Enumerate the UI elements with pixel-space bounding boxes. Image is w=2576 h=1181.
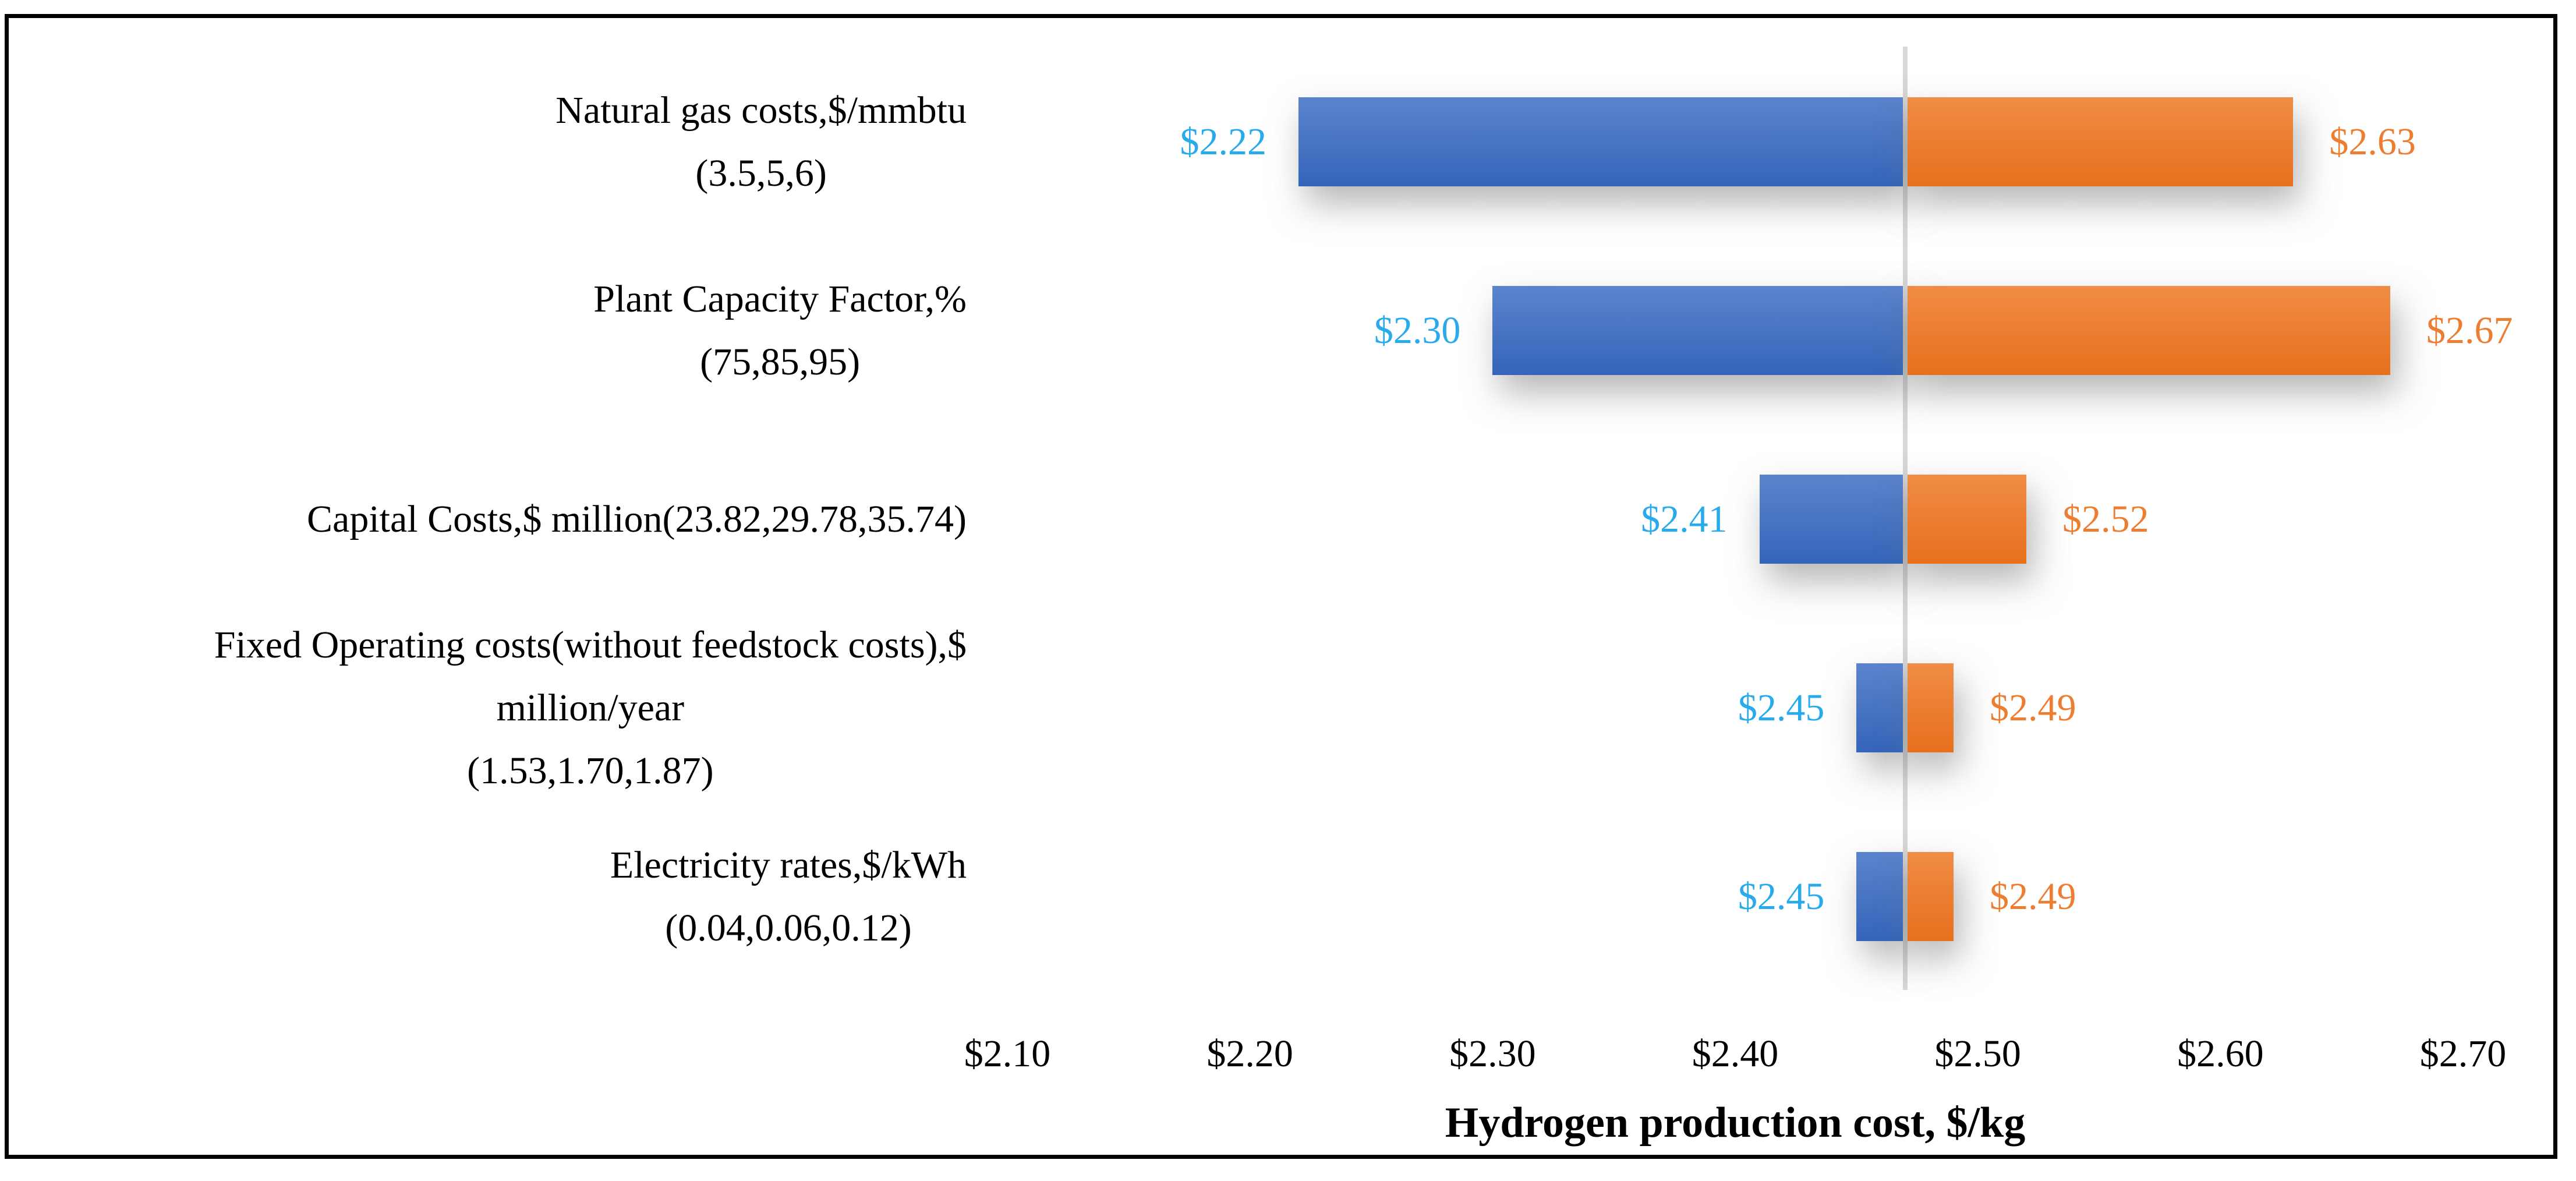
bar-low-3 xyxy=(1856,663,1903,752)
category-label-3: Fixed Operating costs(without feedstock … xyxy=(214,614,967,802)
category-label-4: Electricity rates,$/kWh (0.04,0.06,0.12) xyxy=(610,834,967,960)
x-tick-$2.20: $2.20 xyxy=(1206,1033,1293,1075)
bar-low-2 xyxy=(1759,475,1903,564)
bar-high-1 xyxy=(1907,286,2390,375)
category-label-line: Capital Costs,$ million(23.82,29.78,35.7… xyxy=(307,497,967,540)
bar-low-4 xyxy=(1856,852,1903,941)
x-tick-$2.40: $2.40 xyxy=(1692,1033,1779,1075)
category-label-0: Natural gas costs,$/mmbtu (3.5,5,6) xyxy=(555,79,967,205)
category-label-line: (3.5,5,6) xyxy=(695,151,827,195)
value-label-high-4: $2.49 xyxy=(1990,875,2076,918)
bar-high-2 xyxy=(1907,475,2026,564)
value-label-high-2: $2.52 xyxy=(2062,497,2149,540)
bar-low-0 xyxy=(1298,97,1903,186)
bar-high-3 xyxy=(1907,663,1954,752)
x-tick-$2.70: $2.70 xyxy=(2419,1033,2507,1075)
category-label-line: (75,85,95) xyxy=(700,340,861,383)
value-label-low-3: $2.45 xyxy=(1738,686,1825,729)
bar-high-0 xyxy=(1907,97,2294,186)
value-label-high-1: $2.67 xyxy=(2426,309,2513,352)
category-label-1: Plant Capacity Factor,% (75,85,95) xyxy=(593,268,967,394)
value-label-low-0: $2.22 xyxy=(1180,120,1267,163)
value-label-low-1: $2.30 xyxy=(1374,309,1461,352)
category-label-line: million/year xyxy=(496,686,685,729)
value-label-low-4: $2.45 xyxy=(1738,875,1825,918)
value-label-high-3: $2.49 xyxy=(1990,686,2076,729)
bar-high-4 xyxy=(1907,852,1954,941)
category-label-line: (0.04,0.06,0.12) xyxy=(665,906,912,949)
x-axis-title: Hydrogen production cost, $/kg xyxy=(1445,1099,2026,1147)
category-label-2: Capital Costs,$ million(23.82,29.78,35.7… xyxy=(307,488,967,551)
baseline-gridline xyxy=(1902,47,1908,990)
category-label-line: Plant Capacity Factor,% xyxy=(593,277,967,320)
category-label-line: Natural gas costs,$/mmbtu xyxy=(555,89,967,132)
category-label-line: Electricity rates,$/kWh xyxy=(610,843,967,886)
value-label-low-2: $2.41 xyxy=(1641,497,1728,540)
bar-low-1 xyxy=(1492,286,1903,375)
chart-border-frame xyxy=(5,14,2557,1159)
x-tick-$2.10: $2.10 xyxy=(964,1033,1051,1075)
category-label-line: Fixed Operating costs(without feedstock … xyxy=(214,623,967,666)
x-tick-$2.50: $2.50 xyxy=(1934,1033,2021,1075)
value-label-high-0: $2.63 xyxy=(2329,120,2416,163)
x-tick-$2.60: $2.60 xyxy=(2177,1033,2264,1075)
category-label-line: (1.53,1.70,1.87) xyxy=(467,749,714,792)
x-tick-$2.30: $2.30 xyxy=(1449,1033,1536,1075)
